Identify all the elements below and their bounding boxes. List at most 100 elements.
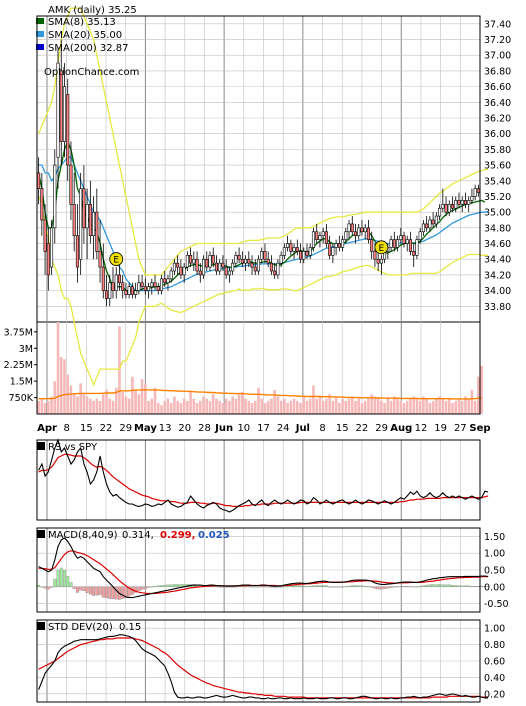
x-axis-tick-label: 13 <box>159 423 172 434</box>
price-axis-tick-label: 34.00 <box>484 286 511 297</box>
candle-body <box>392 239 396 248</box>
volume-bar <box>50 396 53 414</box>
macd-axis-tick-label: 1.00 <box>484 549 505 560</box>
candle-body <box>450 204 455 209</box>
x-axis-tick-label: Sep <box>469 423 490 434</box>
macd-panel-border <box>36 527 481 613</box>
volume-bar <box>438 396 441 414</box>
volume-bar <box>47 400 50 414</box>
earnings-marker-label: E <box>113 256 119 266</box>
x-axis-tick-label: 29 <box>375 423 388 434</box>
volume-bar <box>357 398 361 414</box>
bollinger-upper-line <box>38 7 489 276</box>
volume-bar <box>464 396 467 414</box>
candle-body <box>256 258 261 272</box>
macd-histogram-bar <box>227 586 231 588</box>
volume-bar <box>105 389 108 414</box>
macd-histogram-bar <box>434 584 438 587</box>
candle-body <box>454 200 458 209</box>
volume-bar <box>454 400 458 414</box>
macd-histogram-bar <box>273 586 277 588</box>
candle-body <box>311 231 315 248</box>
legend-entry: SMA(20) 35.00 <box>48 30 122 41</box>
volume-bar <box>195 403 199 414</box>
macd-histogram-bar <box>56 569 60 587</box>
candle-body <box>289 243 293 252</box>
volume-bar <box>82 394 86 414</box>
macd-histogram-bar <box>354 585 357 587</box>
candle-body <box>357 227 361 236</box>
macd-histogram-bar <box>137 586 141 591</box>
macd-histogram-bar <box>409 586 412 588</box>
volume-bar <box>244 398 247 414</box>
candle-body <box>299 251 303 260</box>
candle-body <box>373 251 377 260</box>
candle-body <box>315 231 319 240</box>
macd-histogram-bar <box>295 585 299 587</box>
candle-body <box>231 262 235 272</box>
volume-bar <box>467 398 470 414</box>
candle-body <box>308 247 312 256</box>
volume-bar <box>360 403 364 414</box>
volume-bar <box>292 398 296 414</box>
volume-bar <box>202 396 205 414</box>
candle-body <box>40 188 44 221</box>
volume-bar <box>224 398 228 414</box>
x-axis-tick-label: 17 <box>257 423 270 434</box>
rs-panel-border <box>36 439 481 521</box>
macd-histogram-bar <box>318 585 322 587</box>
candle-body <box>185 255 189 268</box>
macd-histogram-bar <box>63 570 66 587</box>
candle-body <box>273 270 277 276</box>
volume-bar <box>247 400 251 414</box>
legend-swatch <box>36 44 44 50</box>
candle-body <box>179 266 183 276</box>
volume-bar <box>318 396 322 414</box>
x-axis-tick-label: 28 <box>198 423 211 434</box>
volume-bar <box>69 385 73 414</box>
rs-legend-swatch <box>37 442 45 450</box>
macd-histogram-bar <box>250 586 254 588</box>
candle-body <box>421 223 425 233</box>
candle-body <box>237 255 241 260</box>
candle-body <box>104 290 109 299</box>
price-axis-tick-label: 35.20 <box>484 192 511 203</box>
macd-histogram-bar <box>260 586 264 588</box>
volume-bar <box>95 398 99 414</box>
macd-histogram-bar <box>37 584 41 587</box>
std-axis-tick-label: 0.60 <box>484 657 505 668</box>
volume-bar <box>124 396 128 414</box>
x-axis-tick-label: 20 <box>178 423 191 434</box>
candle-body <box>463 200 467 205</box>
volume-bar <box>373 396 377 414</box>
volume-bar <box>131 376 134 414</box>
candle-body <box>62 86 67 142</box>
candle-body <box>127 286 131 295</box>
macd-histogram-bar <box>415 586 419 588</box>
candle-body <box>363 227 367 233</box>
volume-bar <box>289 400 293 414</box>
volume-bar <box>108 398 112 414</box>
macd-histogram-bar <box>253 586 257 588</box>
std-title: STD DEV(20) <box>48 622 113 633</box>
candle-body <box>328 243 332 256</box>
candle-body <box>66 94 70 166</box>
x-axis-tick-label: 29 <box>119 423 132 434</box>
std-panel-border <box>36 619 481 703</box>
earnings-marker <box>109 252 124 266</box>
macd-histogram-bar <box>457 585 461 587</box>
legend-entry: SMA(200) 32.87 <box>48 43 129 54</box>
volume-bar <box>383 403 386 414</box>
macd-histogram-bar <box>150 586 154 588</box>
volume-axis-tick-label: 2.25M <box>4 360 33 371</box>
x-axis-tick-label: 8 <box>319 423 325 434</box>
candle-body <box>101 266 105 291</box>
price-axis-tick-label: 36.80 <box>484 66 511 77</box>
macd-histogram-bar <box>237 586 241 588</box>
volume-bar <box>415 398 419 414</box>
macd-histogram-bar <box>269 586 273 588</box>
macd-histogram-bar <box>282 586 286 588</box>
candle-body <box>198 270 202 276</box>
macd-histogram-bar <box>53 578 57 587</box>
macd-histogram-bar <box>263 586 267 588</box>
